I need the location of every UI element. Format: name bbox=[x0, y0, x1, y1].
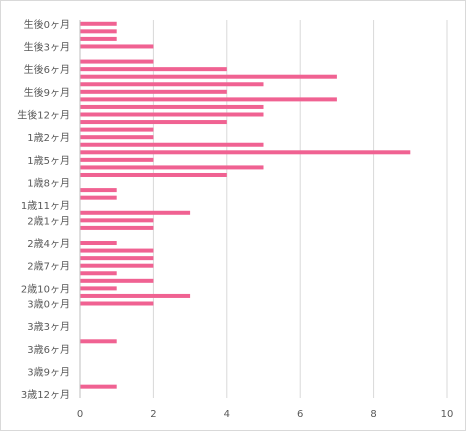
y-tick-label-2歳1ヶ月: 2歳1ヶ月 bbox=[27, 215, 70, 227]
bars bbox=[80, 21, 411, 389]
bar-1歳9ヶ月 bbox=[80, 188, 117, 193]
bar-2歳2ヶ月 bbox=[80, 225, 154, 230]
bar-1歳5ヶ月 bbox=[80, 157, 154, 162]
y-tick-label-1歳5ヶ月: 1歳5ヶ月 bbox=[27, 155, 70, 167]
x-tick-label-10: 10 bbox=[441, 409, 454, 420]
bar-1歳4ヶ月 bbox=[80, 150, 411, 155]
bar-3歳11ヶ月 bbox=[80, 384, 117, 389]
bar-1歳0ヶ月 bbox=[80, 120, 227, 125]
bar-生後9ヶ月 bbox=[80, 89, 227, 94]
bar-2歳8ヶ月 bbox=[80, 271, 117, 276]
bar-3歳5ヶ月 bbox=[80, 339, 117, 344]
y-tick-label-2歳4ヶ月: 2歳4ヶ月 bbox=[27, 238, 70, 250]
bar-生後12ヶ月 bbox=[80, 112, 264, 117]
bar-2歳11ヶ月 bbox=[80, 293, 191, 298]
bar-生後11ヶ月 bbox=[80, 104, 264, 109]
y-tick-label-1歳2ヶ月: 1歳2ヶ月 bbox=[27, 132, 70, 144]
bar-2歳0ヶ月 bbox=[80, 210, 191, 215]
y-tick-label-3歳0ヶ月: 3歳0ヶ月 bbox=[27, 299, 70, 311]
bar-2歳9ヶ月 bbox=[80, 278, 154, 283]
bar-生後1ヶ月 bbox=[80, 29, 117, 34]
x-axis-labels: 0 2 4 6 8 10 bbox=[77, 409, 454, 420]
bar-1歳2ヶ月 bbox=[80, 135, 154, 140]
bar-生後3ヶ月 bbox=[80, 44, 154, 49]
bar-生後2ヶ月 bbox=[80, 36, 117, 41]
bar-1歳1ヶ月 bbox=[80, 127, 154, 132]
bar-1歳7ヶ月 bbox=[80, 172, 227, 177]
bar-生後8ヶ月 bbox=[80, 82, 264, 87]
bar-2歳5ヶ月 bbox=[80, 248, 154, 253]
x-tick-label-4: 4 bbox=[224, 409, 230, 420]
y-tick-label-3歳12ヶ月: 3歳12ヶ月 bbox=[21, 389, 70, 401]
bar-1歳3ヶ月 bbox=[80, 142, 264, 147]
y-tick-label-生後9ヶ月: 生後9ヶ月 bbox=[24, 86, 70, 99]
bar-生後5ヶ月 bbox=[80, 59, 154, 64]
y-tick-label-生後12ヶ月: 生後12ヶ月 bbox=[17, 109, 70, 122]
y-tick-label-生後6ヶ月: 生後6ヶ月 bbox=[24, 63, 70, 76]
x-tick-label-8: 8 bbox=[370, 409, 376, 420]
bar-2歳1ヶ月 bbox=[80, 218, 154, 223]
y-tick-label-3歳3ヶ月: 3歳3ヶ月 bbox=[27, 321, 70, 333]
y-tick-label-生後3ヶ月: 生後3ヶ月 bbox=[24, 40, 70, 53]
x-tick-label-2: 2 bbox=[150, 409, 156, 420]
bar-生後0ヶ月 bbox=[80, 21, 117, 26]
x-tick-label-0: 0 bbox=[77, 409, 83, 420]
bar-生後7ヶ月 bbox=[80, 74, 337, 79]
bar-1歳6ヶ月 bbox=[80, 165, 264, 170]
y-tick-label-2歳7ヶ月: 2歳7ヶ月 bbox=[27, 261, 70, 273]
y-tick-label-1歳11ヶ月: 1歳11ヶ月 bbox=[21, 200, 70, 212]
y-tick-label-2歳10ヶ月: 2歳10ヶ月 bbox=[21, 283, 70, 295]
x-tick-label-6: 6 bbox=[297, 409, 303, 420]
bar-3歳0ヶ月 bbox=[80, 301, 154, 306]
y-tick-label-3歳9ヶ月: 3歳9ヶ月 bbox=[27, 367, 70, 379]
y-tick-label-生後0ヶ月: 生後0ヶ月 bbox=[24, 18, 70, 31]
bar-2歳7ヶ月 bbox=[80, 263, 154, 268]
bar-2歳4ヶ月 bbox=[80, 241, 117, 246]
bar-2歳10ヶ月 bbox=[80, 286, 117, 291]
y-tick-label-3歳6ヶ月: 3歳6ヶ月 bbox=[27, 344, 70, 356]
y-tick-label-1歳8ヶ月: 1歳8ヶ月 bbox=[27, 178, 70, 190]
bar-2歳6ヶ月 bbox=[80, 256, 154, 261]
bar-1歳10ヶ月 bbox=[80, 195, 117, 200]
bar-生後10ヶ月 bbox=[80, 97, 337, 102]
bar-生後6ヶ月 bbox=[80, 67, 227, 72]
